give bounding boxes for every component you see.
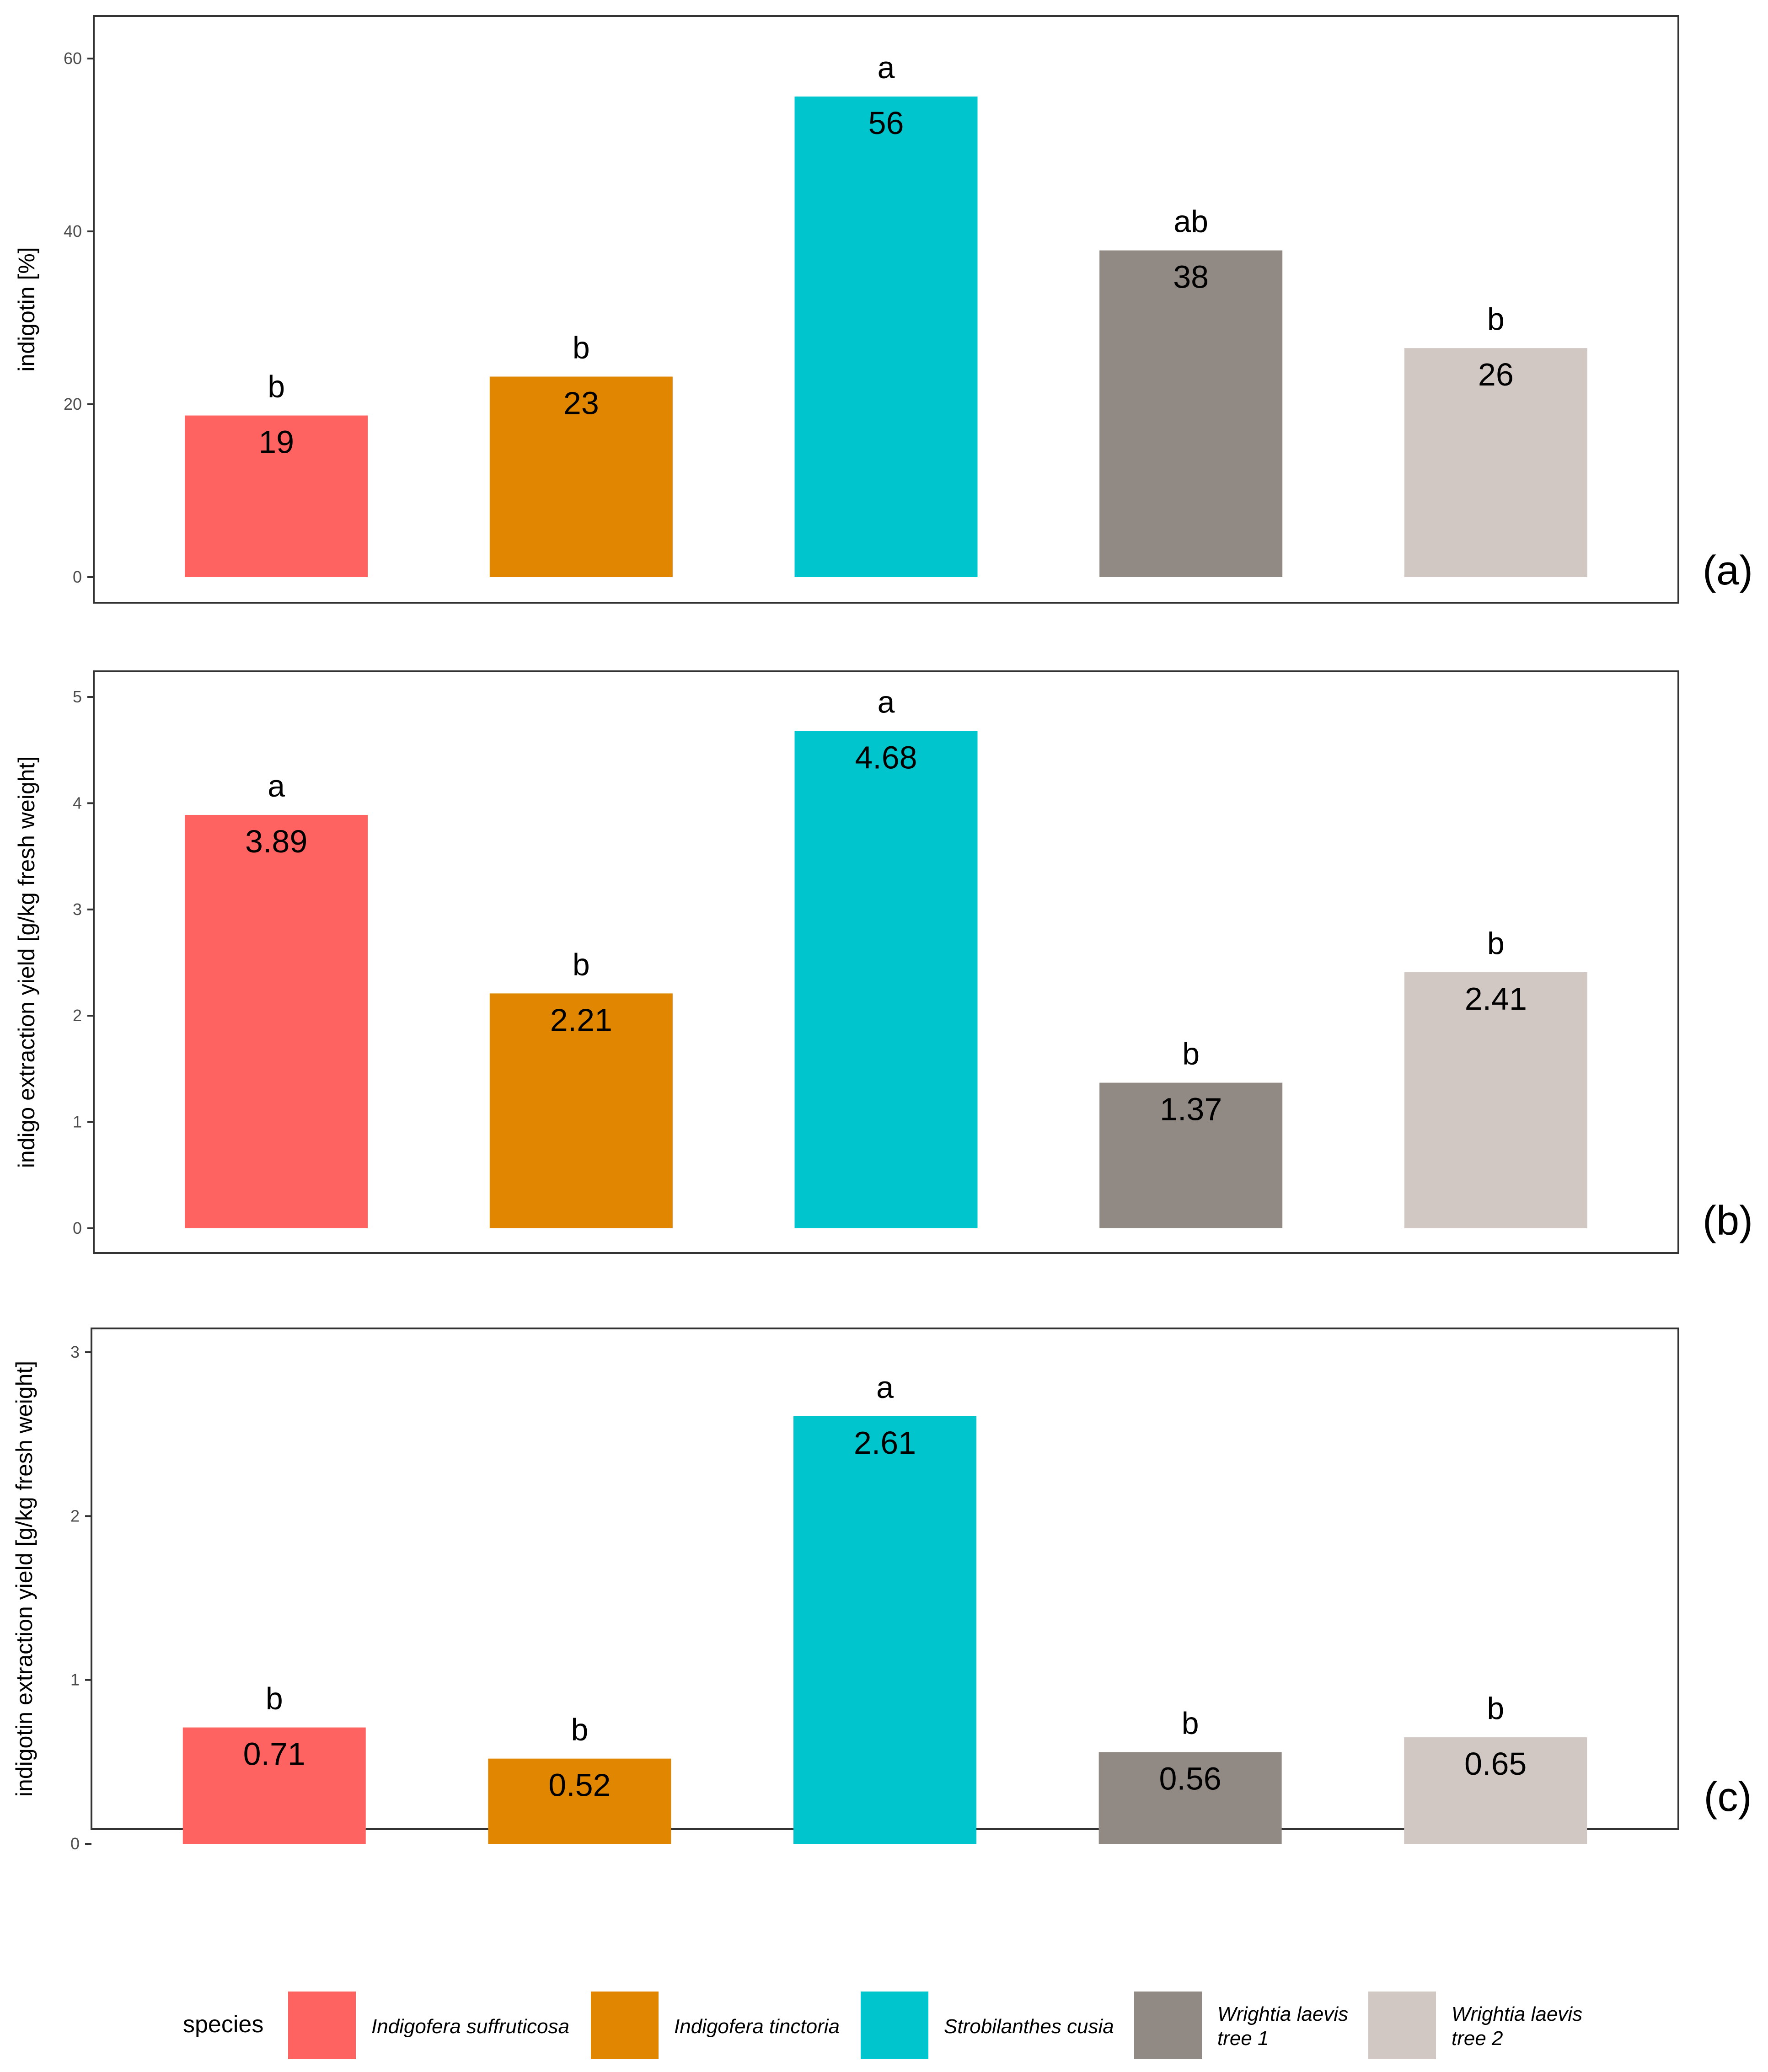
- bar: [489, 993, 673, 1228]
- panel-tag: (b): [1703, 1198, 1753, 1244]
- y-tick-label: 20: [64, 395, 82, 413]
- bar: [185, 415, 368, 577]
- bar-value-label: 19: [258, 424, 294, 460]
- legend: species Indigofera suffruticosa Indigofera…: [183, 1992, 1582, 2059]
- y-tick-label: 1: [70, 1670, 80, 1689]
- significance-letter: b: [1487, 926, 1505, 961]
- significance-letter: b: [1182, 1037, 1200, 1071]
- y-tick-label: 1: [73, 1113, 82, 1131]
- bar-value-label: 0.56: [1159, 1761, 1222, 1796]
- significance-letter: b: [1182, 1706, 1199, 1740]
- legend-item: Indigofera tinctoria: [591, 1992, 840, 2059]
- significance-letter: a: [878, 50, 895, 85]
- significance-letter: b: [1487, 302, 1505, 337]
- legend-item: Strobilanthes cusia: [861, 1992, 1114, 2059]
- bar-value-label: 2.61: [854, 1425, 916, 1461]
- bar: [794, 96, 978, 577]
- legend-item: Indigofera suffruticosa: [288, 1992, 569, 2059]
- y-tick-label: 2: [70, 1506, 80, 1525]
- panel-border: [93, 670, 1679, 1254]
- legend-label: Wrightia laevis: [1217, 2003, 1348, 2025]
- bar: [1099, 1082, 1283, 1228]
- bar: [794, 731, 978, 1228]
- y-tick-label: 60: [64, 49, 82, 68]
- bar-value-label: 26: [1478, 357, 1514, 392]
- legend-label: Strobilanthes cusia: [944, 2015, 1114, 2038]
- significance-letter: b: [1487, 1691, 1504, 1726]
- y-tick-label: 3: [73, 900, 82, 919]
- y-tick-label: 40: [64, 222, 82, 241]
- chart-panel-1: 0 20 40 60 indigotin [%] 19 b 23 b 56 a 38 ab 26 b (a): [14, 15, 1753, 604]
- legend-label: Wrightia laevis: [1452, 2003, 1582, 2025]
- legend-key: [1134, 1992, 1202, 2059]
- significance-letter: b: [266, 1681, 283, 1716]
- bar-value-label: 2.41: [1465, 981, 1527, 1017]
- legend-key: [1368, 1992, 1436, 2059]
- panel-tag: (a): [1703, 548, 1753, 594]
- legend-key: [591, 1992, 659, 2059]
- significance-letter: a: [878, 685, 895, 719]
- bar-value-label: 38: [1173, 259, 1209, 295]
- significance-letter: b: [268, 369, 285, 404]
- chart-panel-3: 0 1 2 3 indigotin extraction yield [g/kg fre…: [11, 1328, 1752, 1853]
- significance-letter: b: [573, 947, 590, 982]
- significance-letter: b: [573, 331, 590, 365]
- y-axis-title: indigotin extraction yield [g/kg fresh w…: [11, 1361, 37, 1797]
- legend-key: [288, 1992, 356, 2059]
- bar-value-label: 2.21: [550, 1002, 612, 1038]
- significance-letter: ab: [1173, 204, 1208, 239]
- panel-tag: (c): [1704, 1774, 1752, 1820]
- legend-label: tree 2: [1452, 2027, 1503, 2050]
- bar-value-label: 23: [563, 385, 599, 421]
- bar-value-label: 0.71: [243, 1736, 305, 1772]
- bar-value-label: 0.65: [1464, 1746, 1527, 1782]
- bar: [1404, 972, 1587, 1228]
- panel-border: [93, 15, 1679, 604]
- bar-value-label: 0.52: [548, 1767, 611, 1803]
- bar: [1098, 1752, 1282, 1844]
- bar-value-label: 3.89: [245, 824, 307, 859]
- y-tick-label: 0: [70, 1834, 80, 1853]
- bar: [488, 1758, 671, 1844]
- significance-letter: a: [268, 769, 285, 803]
- bar: [1099, 250, 1283, 577]
- y-tick-label: 5: [73, 687, 82, 706]
- legend-key: [861, 1992, 928, 2059]
- y-tick-label: 4: [73, 793, 82, 812]
- legend-label: tree 1: [1217, 2027, 1269, 2050]
- legend-title: species: [183, 2011, 263, 2038]
- chart-panel-2: 0 1 2 3 4 5 indigo extraction yield [g/kg fres…: [14, 670, 1753, 1254]
- bar: [182, 1727, 366, 1844]
- bar: [1404, 1737, 1587, 1844]
- y-tick-label: 0: [73, 1219, 82, 1237]
- bar: [1404, 348, 1587, 577]
- bar: [185, 814, 368, 1228]
- y-axis-title: indigotin [%]: [14, 247, 39, 371]
- y-axis-title: indigo extraction yield [g/kg fresh weig…: [14, 756, 39, 1168]
- bar-value-label: 4.68: [855, 739, 917, 775]
- y-tick-label: 2: [73, 1006, 82, 1025]
- bar: [489, 376, 673, 577]
- bar-value-label: 56: [868, 105, 904, 141]
- legend-label: Indigofera tinctoria: [674, 2015, 840, 2038]
- significance-letter: b: [571, 1713, 588, 1747]
- bar-value-label: 1.37: [1160, 1092, 1222, 1127]
- bar: [793, 1416, 976, 1844]
- legend-label: Indigofera suffruticosa: [371, 2015, 569, 2038]
- significance-letter: a: [876, 1370, 894, 1405]
- y-tick-label: 3: [70, 1343, 80, 1361]
- y-tick-label: 0: [73, 568, 82, 586]
